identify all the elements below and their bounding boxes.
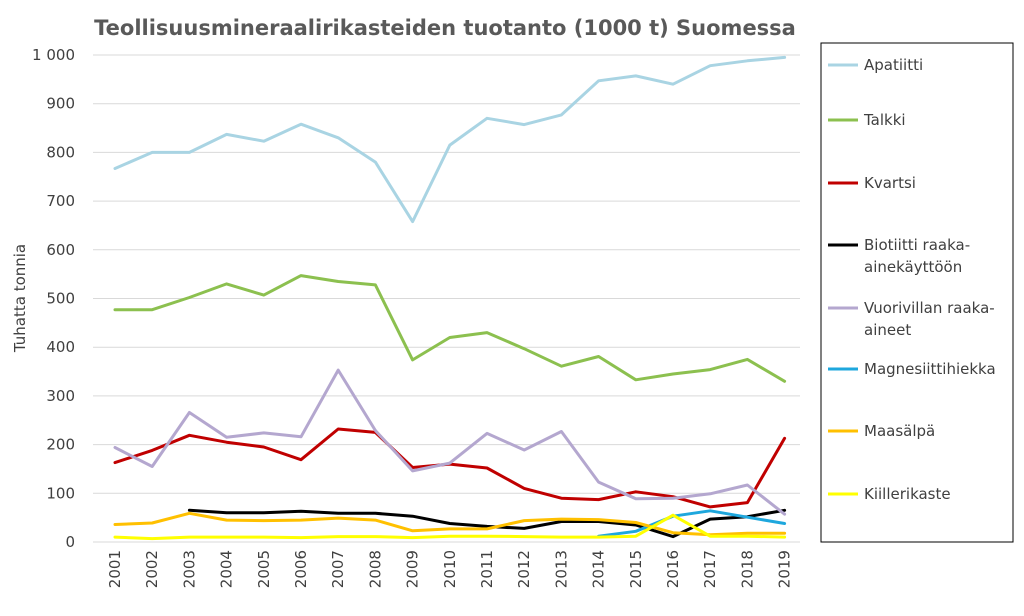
x-tick-label: 2006 <box>292 550 310 588</box>
y-tick-label: 200 <box>46 436 75 454</box>
series-line-7 <box>113 511 787 537</box>
y-axis-ticks: 0 100 200 300 400 500 600 700 800 900 1 000 <box>32 46 75 551</box>
y-tick-label: 700 <box>46 192 75 210</box>
x-tick-label: 2014 <box>590 550 608 588</box>
x-tick-label: 2016 <box>664 550 682 588</box>
series-line-6 <box>597 509 787 538</box>
y-tick-label: 0 <box>65 533 75 551</box>
x-tick-label: 2003 <box>180 550 198 588</box>
gridlines <box>93 54 800 543</box>
series-line-8 <box>113 513 787 541</box>
legend-label: Biotiitti raaka-ainekäyttöön <box>864 236 970 276</box>
series-line-3 <box>113 427 787 509</box>
y-tick-label: 600 <box>46 241 75 259</box>
x-tick-label: 2017 <box>701 550 719 588</box>
x-tick-label: 2005 <box>255 550 273 588</box>
x-axis-ticks: 2001 2002 2003 2004 2005 2006 2007 2008 2009 2010… <box>106 550 794 588</box>
x-tick-label: 2013 <box>552 550 570 588</box>
x-tick-label: 2004 <box>218 550 236 588</box>
legend-label: Vuorivillan raaka-aineet <box>864 299 995 339</box>
y-tick-label: 300 <box>46 387 75 405</box>
x-tick-label: 2012 <box>515 550 533 588</box>
x-tick-label: 2009 <box>404 550 422 588</box>
chart-title: Teollisuusmineraalirikasteiden tuotanto … <box>94 16 796 40</box>
x-tick-label: 2018 <box>738 550 756 588</box>
series-lines <box>113 55 787 541</box>
x-tick-label: 2011 <box>478 550 496 588</box>
legend-label: Magnesiittihiekka <box>864 360 996 378</box>
y-tick-label: 500 <box>46 290 75 308</box>
y-tick-label: 800 <box>46 143 75 161</box>
x-tick-label: 2019 <box>776 550 794 588</box>
legend-label: Maasälpä <box>864 422 935 440</box>
legend-label: Kvartsi <box>864 174 916 192</box>
x-tick-label: 2015 <box>627 550 645 588</box>
y-tick-label: 1 000 <box>32 46 75 64</box>
legend-label: Talkki <box>863 111 906 129</box>
y-tick-label: 400 <box>46 338 75 356</box>
x-tick-label: 2010 <box>441 550 459 588</box>
x-tick-label: 2007 <box>329 550 347 588</box>
series-line-4 <box>187 508 787 539</box>
legend-label: Kiillerikaste <box>864 485 951 503</box>
x-tick-label: 2001 <box>106 550 124 588</box>
legend-box <box>820 42 1014 543</box>
x-tick-label: 2002 <box>143 550 161 588</box>
y-tick-label: 100 <box>46 484 75 502</box>
x-tick-label: 2008 <box>366 550 384 588</box>
series-line-5 <box>113 368 787 516</box>
y-axis-label: Tuhatta tonnia <box>11 244 29 353</box>
y-tick-label: 900 <box>46 95 75 113</box>
series-line-2 <box>113 274 787 383</box>
legend-label: Apatiitti <box>864 56 923 74</box>
series-line-1 <box>113 55 787 224</box>
legend: Apatiitti Talkki Kvartsi Biotiitti raaka-ai… <box>828 56 996 503</box>
